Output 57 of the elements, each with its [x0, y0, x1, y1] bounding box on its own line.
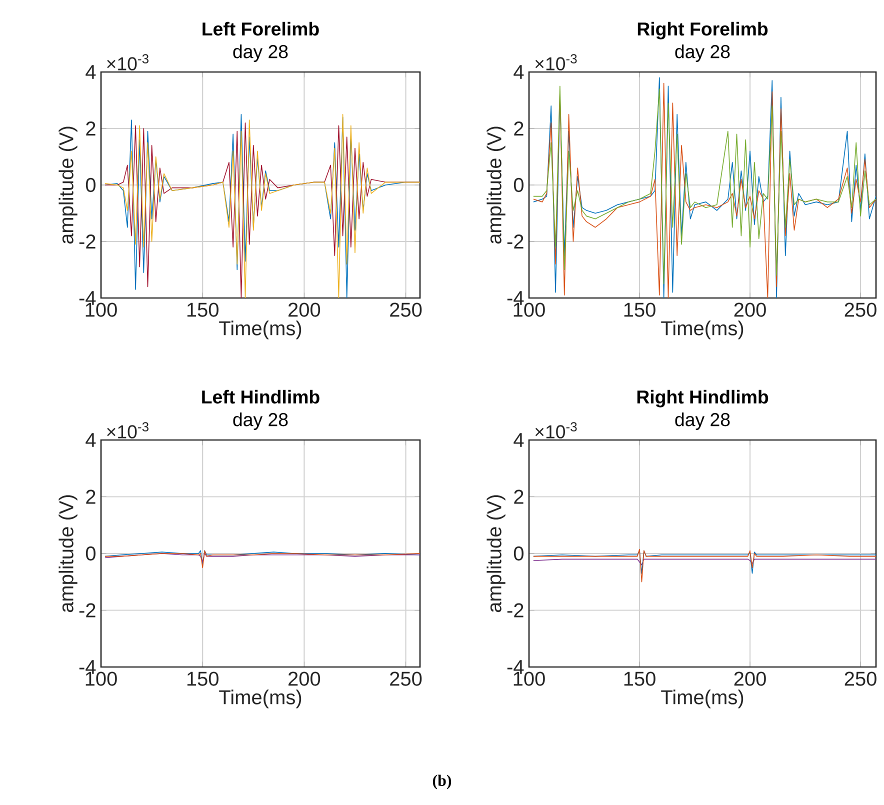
- y-axis-title: amplitude (V): [58, 495, 78, 612]
- y-axis-title: amplitude (V): [486, 126, 506, 244]
- chart-title: Left Hindlimb: [202, 390, 320, 404]
- y-tick-label: 4: [514, 433, 524, 447]
- x-tick-label: 100: [514, 672, 545, 686]
- x-tick-label: 150: [624, 672, 656, 686]
- y-tick-label: 4: [86, 433, 96, 447]
- x-axis-title: Time(ms): [219, 690, 302, 708]
- x-tick-label: 100: [86, 302, 117, 317]
- chart-subtitle: day 28: [675, 412, 730, 430]
- y-tick-label: 2: [86, 122, 96, 136]
- y-tick-label: -2: [79, 234, 96, 248]
- text: (b): [432, 774, 452, 790]
- x-tick-label: 150: [187, 302, 218, 317]
- x-axis-title: Time(ms): [661, 320, 744, 340]
- y-tick-label: 0: [86, 178, 96, 192]
- y-tick-label: 2: [514, 122, 524, 136]
- y-tick-label: 0: [514, 178, 524, 192]
- x-tick-label: 250: [844, 302, 876, 317]
- x-tick-label: 200: [734, 302, 766, 317]
- y-tick-label: -2: [79, 603, 96, 618]
- y-tick-label: -4: [79, 291, 96, 305]
- x-axis-title: Time(ms): [219, 320, 302, 340]
- y-tick-label: -4: [507, 660, 524, 674]
- y-tick-label: -2: [507, 234, 524, 248]
- y-tick-label: 4: [86, 65, 96, 79]
- y-tick-label: 2: [514, 490, 524, 504]
- y-tick-label: 0: [514, 546, 524, 561]
- chart-subtitle: day 28: [233, 412, 288, 430]
- y-tick-label: 4: [514, 65, 524, 79]
- y-tick-label: -4: [507, 291, 524, 305]
- chart-title: Right Forelimb: [638, 22, 768, 40]
- chart-title: Left Forelimb: [202, 22, 319, 36]
- y-tick-label: -2: [507, 603, 524, 618]
- y-tick-label: -4: [79, 660, 96, 674]
- x-tick-label: 200: [288, 672, 320, 686]
- x-tick-label: 250: [390, 672, 422, 686]
- text: ×10$^{-3}$: [535, 54, 577, 70]
- chart-subtitle: day 28: [675, 44, 730, 62]
- x-tick-label: 150: [624, 302, 656, 317]
- x-tick-label: 150: [187, 672, 218, 686]
- text: ×10$^{-3}$: [107, 54, 148, 70]
- chart-subtitle: day 28: [233, 44, 288, 62]
- x-tick-label: 200: [734, 672, 766, 686]
- y-tick-label: 2: [86, 490, 96, 504]
- text: ×10$^{-3}$: [535, 422, 577, 438]
- x-axis-title: Time(ms): [661, 690, 744, 708]
- x-tick-label: 100: [514, 302, 545, 317]
- x-tick-label: 250: [390, 302, 422, 317]
- text: ×10$^{-3}$: [107, 422, 148, 438]
- chart-title: Right Hindlimb: [637, 390, 768, 408]
- x-tick-label: 250: [844, 672, 876, 686]
- y-axis-title: amplitude (V): [486, 495, 506, 612]
- y-axis-title: amplitude (V): [58, 126, 78, 244]
- x-tick-label: 200: [288, 302, 320, 317]
- x-tick-label: 100: [86, 672, 117, 686]
- y-tick-label: 0: [86, 546, 96, 561]
